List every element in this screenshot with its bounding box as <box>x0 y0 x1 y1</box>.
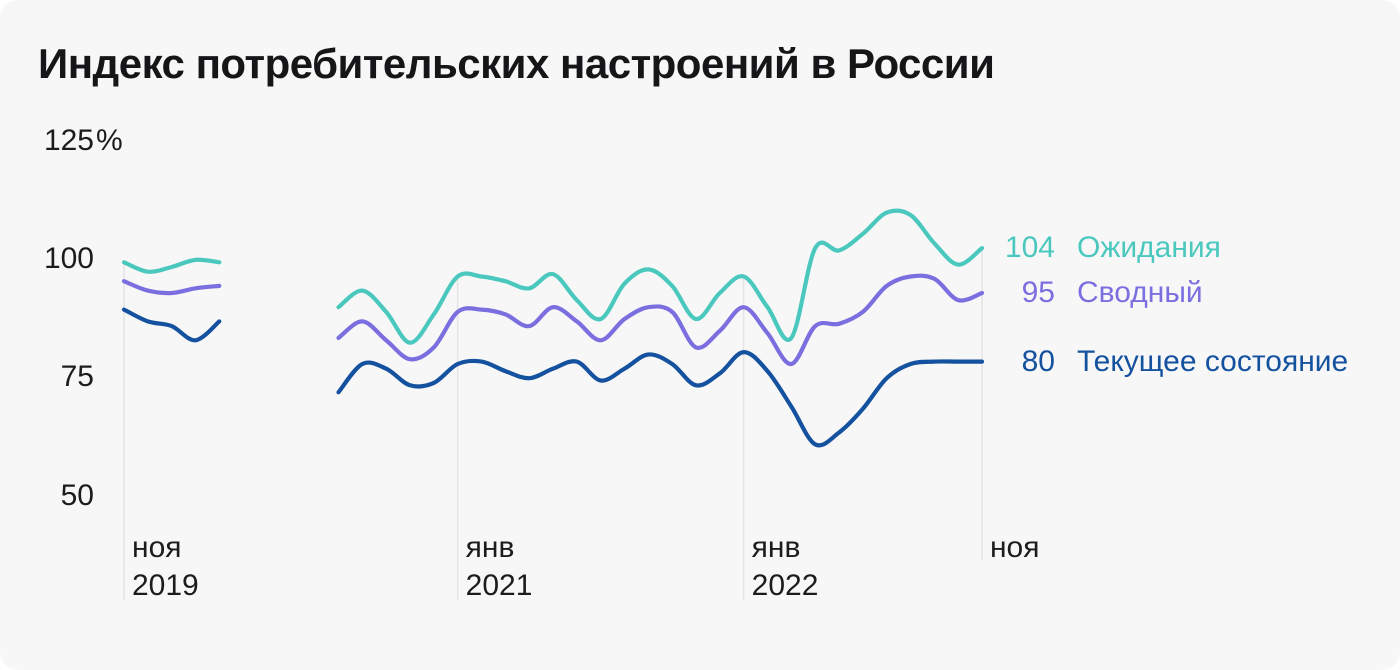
y-axis-label: 100 <box>43 242 94 275</box>
page-title: Индекс потребительских настроений в Росс… <box>38 40 995 87</box>
y-axis-label: 75 <box>60 360 94 394</box>
x-axis-label: янв 2021 <box>465 531 533 602</box>
current-state-line <box>121 307 222 343</box>
expectations-line <box>336 208 985 345</box>
composite-line <box>121 279 222 296</box>
current-state-line <box>336 350 985 448</box>
legend-label: Текущее состояние <box>1077 344 1349 378</box>
x-axis-label: ноя 2019 <box>132 531 199 602</box>
x-axis-label: янв 2022 <box>751 531 819 602</box>
legend-value: 104 <box>1004 231 1055 265</box>
y-axis-label: 125% <box>43 123 123 157</box>
legend-value: 95 <box>1021 276 1055 309</box>
x-axis-label: ноя <box>989 531 1040 564</box>
legend-value: 80 <box>1021 344 1055 378</box>
composite-line <box>336 273 985 367</box>
y-axis-label: 50 <box>60 478 94 512</box>
legend-label: Ожидания <box>1077 231 1221 265</box>
expectations-line <box>121 257 222 274</box>
legend-label: Сводный <box>1077 276 1203 309</box>
